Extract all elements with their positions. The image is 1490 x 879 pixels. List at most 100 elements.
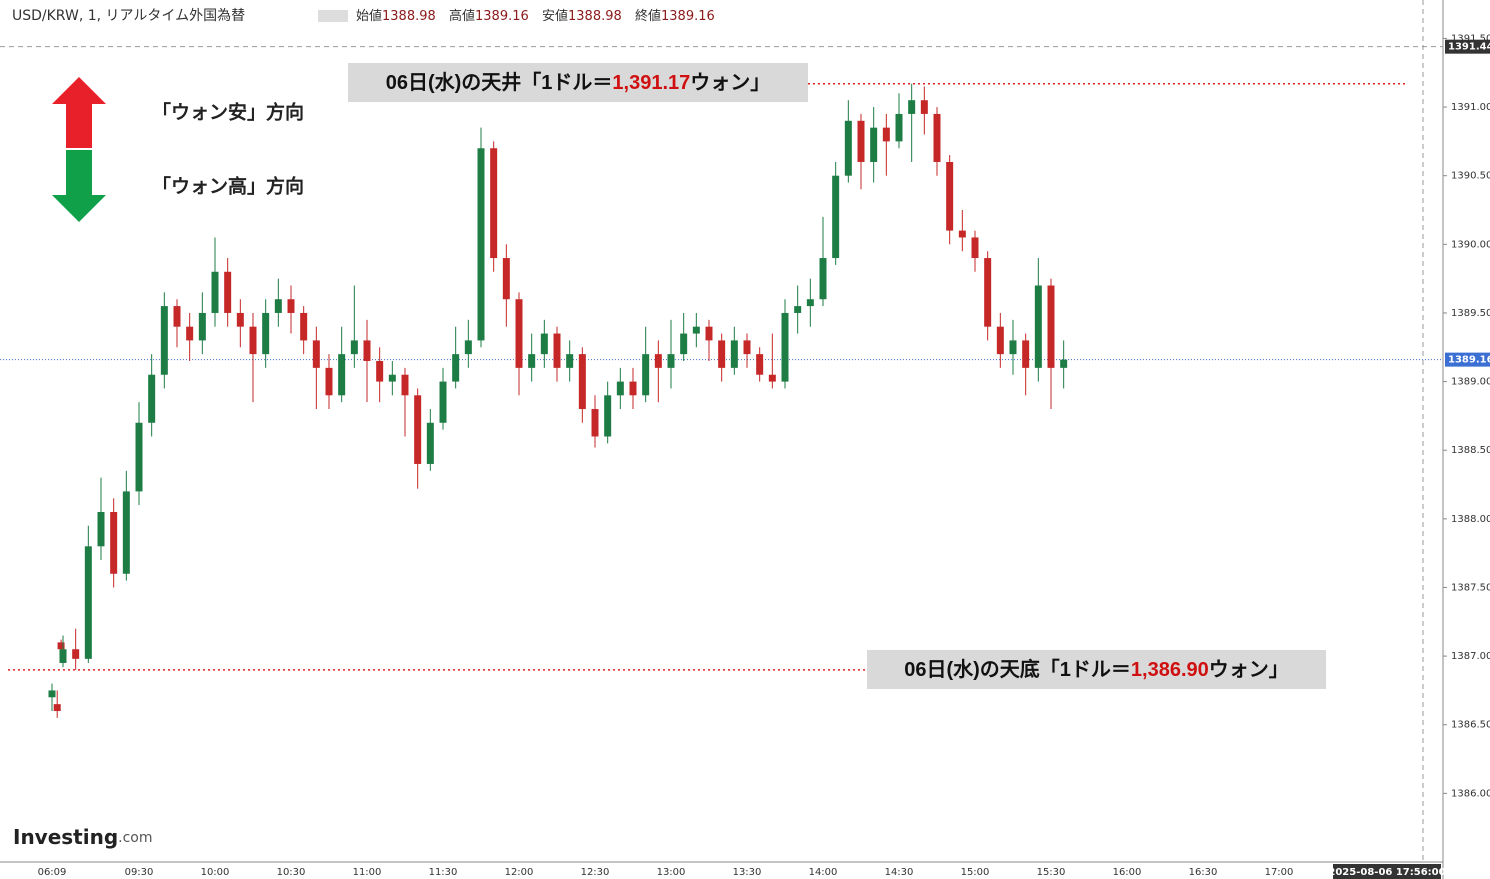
y-tick-label: 1390.00 [1451,239,1490,250]
candle-body [604,395,612,437]
candle-body [768,374,776,382]
candle-body [148,374,156,423]
x-tick-label: 09:30 [125,867,154,878]
chart-title: USD/KRW, 1, リアルタイム外国為替 [12,8,245,24]
last-price-box [1445,352,1490,367]
candle-body [122,491,130,574]
candle-body [591,409,599,437]
last-price-label: 1389.16 [1448,355,1490,366]
candle-body [97,511,105,547]
y-tick-label: 1387.50 [1451,582,1490,593]
candle-body [971,237,979,259]
stat: 高値1389.16 [449,8,529,24]
candle-body [654,354,662,368]
up-arrow [52,77,106,148]
y-tick-label: 1391.00 [1451,102,1490,113]
candle-body [224,271,232,313]
candle-body [718,340,726,368]
y-tick-label: 1389.50 [1451,308,1490,319]
candle-body [515,299,523,368]
candle-body [401,374,409,396]
candle-body [895,113,903,142]
candle-body [439,381,447,423]
candle-body [566,354,574,368]
x-tick-label: 14:00 [809,867,838,878]
candle-body [325,367,333,396]
candle-body [958,230,966,238]
candle-body [857,120,865,162]
candle-body [870,127,878,162]
logo: Investing.com [13,825,153,849]
candle-body [756,354,764,375]
candle-body [173,306,181,327]
candle-body [490,148,498,259]
x-tick-label: 15:30 [1037,867,1066,878]
x-tick-label: 11:30 [429,867,458,878]
candle-body [692,326,700,334]
candle-body [236,312,244,327]
annotation-text: 06日(水)の天底「1ドル＝1,386.90ウォン」 [904,657,1289,681]
candle-body [287,299,295,313]
candle-body [781,312,789,382]
candle-body [350,340,358,355]
candle-body [262,312,270,355]
candle-body [1034,285,1042,368]
x-tick-label: 06:09 [38,867,67,878]
candle-body [996,326,1004,355]
candle-body [528,354,536,368]
x-tick-label: 10:30 [277,867,306,878]
annotation-box [348,63,808,102]
candle-body [300,312,308,341]
candle-body [667,354,675,368]
candle-body [274,299,282,313]
x-tick-label: 13:00 [657,867,686,878]
x-tick-label: 17:00 [1265,867,1294,878]
candle-body [680,333,688,355]
candle-body [414,395,422,464]
candle-body [882,127,890,142]
icon [318,10,348,22]
candle-body [502,258,510,300]
stat: 安値1388.98 [542,8,622,24]
candle-body [578,354,586,410]
candle-body [135,422,143,492]
candle-body [705,326,713,341]
candle-body [84,546,92,659]
candle-body [794,306,802,313]
candle-body [211,271,219,313]
candle-body [540,333,548,355]
y-tick-label: 1386.00 [1451,788,1490,799]
x-tick-label: 14:30 [885,867,914,878]
stat: 終値1389.16 [635,8,715,24]
x-tick-label: 11:00 [353,867,382,878]
candle-body [48,690,56,698]
candle-body [53,704,61,712]
x-tick-label: 12:30 [581,867,610,878]
direction-label: 「ウォン安」方向 [152,101,304,124]
candle-body [946,161,954,231]
y-tick-label: 1390.50 [1451,171,1490,182]
candle-body [376,360,384,382]
candle-body [312,340,320,368]
candle-body [1022,340,1030,368]
candle-body [642,354,650,396]
crosshair-time-label: 2025-08-06 17:56:00 [1328,867,1445,878]
candle-body [160,306,168,375]
y-tick-label: 1386.50 [1451,720,1490,731]
candle-body [1047,285,1055,368]
x-tick-label: 16:00 [1113,867,1142,878]
candle-body [933,113,941,162]
candle-body [743,340,751,355]
candle-body [920,100,928,114]
candle-body [186,326,194,341]
y-tick-label: 1388.00 [1451,514,1490,525]
direction-label: 「ウォン高」方向 [152,175,304,198]
candle-body [832,175,840,259]
candle-body [452,354,460,382]
crosshair-price-label: 1391.44 [1448,42,1490,53]
candle-body [477,148,485,341]
candle-body [464,340,472,355]
annotation-box [867,650,1326,689]
candle-body [806,299,814,307]
